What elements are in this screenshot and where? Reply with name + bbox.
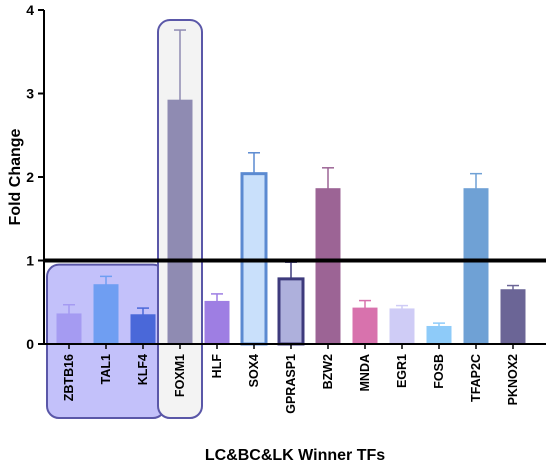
bar-hlf: [204, 300, 230, 345]
bar-zbtb16: [56, 313, 82, 345]
y-ticks-layer: 0 1 2 3 4: [26, 2, 44, 352]
x-label-hlf: HLF: [210, 354, 224, 379]
x-labels-layer: ZBTB16 TAL1 KLF4 FOXM1 HLF SOX4 GPRASP1 BZW2 MND…: [62, 354, 520, 414]
x-label-tfap2c: TFAP2C: [469, 354, 483, 402]
y-tick-label-3: 3: [26, 86, 34, 102]
x-label-klf4: KLF4: [136, 354, 150, 385]
x-label-pknox2: PKNOX2: [506, 354, 520, 405]
bar-bzw2: [315, 188, 341, 345]
bar-tal1: [93, 284, 119, 345]
bar-tfap2c: [463, 188, 489, 345]
bar-klf4: [130, 314, 156, 345]
bar-foxm1: [167, 99, 193, 345]
bar-gprasp1: [277, 277, 305, 346]
bar-egr1: [389, 308, 415, 345]
x-label-zbtb16: ZBTB16: [62, 354, 76, 401]
y-tick-label-2: 2: [26, 169, 34, 185]
x-label-gprasp1: GPRASP1: [284, 354, 298, 414]
x-axis-title: LC&BC&LK Winner TFs: [205, 447, 385, 464]
y-tick-label-0: 0: [26, 336, 34, 352]
x-label-foxm1: FOXM1: [173, 354, 187, 397]
y-tick-label-1: 1: [26, 253, 34, 269]
y-tick-label-4: 4: [26, 2, 34, 18]
y-axis-title: Fold Change: [7, 128, 24, 225]
x-label-sox4: SOX4: [247, 354, 261, 387]
x-label-fosb: FOSB: [432, 354, 446, 389]
bar-mnda: [352, 307, 378, 345]
bar-fosb: [426, 325, 452, 345]
x-label-egr1: EGR1: [395, 354, 409, 388]
bar-pknox2: [500, 289, 526, 345]
x-label-tal1: TAL1: [99, 354, 113, 384]
x-label-mnda: MNDA: [358, 354, 372, 392]
x-label-bzw2: BZW2: [321, 354, 335, 389]
